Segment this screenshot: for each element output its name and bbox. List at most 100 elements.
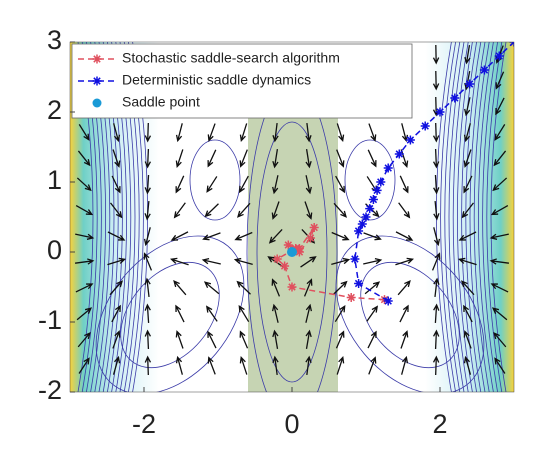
quiver-arrow: [272, 329, 279, 349]
point-marker: [280, 261, 290, 271]
quiver-arrow: [398, 202, 411, 219]
quiver-arrow: [401, 355, 409, 375]
quiver-arrow: [432, 122, 440, 143]
point-marker: [354, 279, 364, 288]
quiver-arrow: [305, 122, 312, 143]
quiver-arrow: [77, 150, 91, 167]
quiver-arrow: [400, 149, 409, 168]
quiver-arrow: [207, 356, 216, 375]
legend-box: [71, 43, 413, 119]
quiver-arrow: [204, 203, 219, 218]
quiver-arrow: [335, 175, 346, 194]
quiver-arrow: [112, 355, 121, 375]
quiver-arrow: [463, 123, 471, 143]
quiver-arrow: [75, 205, 94, 216]
point-marker: [357, 219, 367, 229]
quiver-arrow: [272, 175, 279, 195]
point-marker: [435, 107, 445, 117]
quiver-arrow: [463, 149, 472, 168]
y-tick-label: 1: [47, 165, 62, 195]
quiver-arrow: [271, 201, 280, 220]
quiver-arrow: [368, 123, 377, 142]
quiver-arrow: [300, 256, 317, 268]
quiver-arrow: [206, 176, 218, 193]
quiver-arrow: [144, 355, 152, 376]
quiver-arrow: [433, 174, 440, 195]
quiver-arrow: [201, 258, 221, 265]
contour-line: [465, 42, 482, 392]
quiver-arrow: [175, 330, 184, 349]
quiver-arrow: [107, 257, 127, 266]
contour-line: [490, 42, 507, 392]
quiver-arrow: [457, 257, 477, 266]
quiver-arrow: [144, 200, 151, 221]
quiver-arrow: [271, 278, 281, 297]
quiver-arrow: [238, 305, 250, 323]
quiver-arrow: [75, 283, 94, 293]
quiver-arrow: [400, 330, 409, 349]
quiver-arrow: [463, 330, 472, 349]
quiver-arrow: [432, 329, 440, 350]
quiver-arrow: [305, 303, 313, 323]
quiver-arrow: [112, 149, 121, 168]
quiver-arrow: [173, 280, 187, 296]
quiver-arrow: [490, 205, 509, 216]
legend-label: Saddle point: [122, 94, 200, 110]
quiver-arrow: [143, 227, 151, 247]
quiver-arrow: [272, 122, 279, 143]
quiver-arrow: [207, 123, 216, 142]
quiver-arrow: [109, 202, 123, 219]
point-marker: [372, 185, 382, 195]
quiver-arrow: [75, 233, 95, 240]
contour-line: [486, 42, 503, 392]
legend: Stochastic saddle-search algorithm Determ…: [71, 43, 413, 119]
quiver-arrow: [493, 150, 507, 167]
quiver-arrow: [78, 124, 90, 141]
quiver-arrow: [203, 281, 220, 295]
point-marker: [479, 65, 489, 75]
quiver-arrow: [367, 330, 377, 349]
quiver-arrow: [489, 233, 509, 240]
quiver-arrow: [237, 202, 251, 218]
quiver-arrow: [109, 280, 124, 296]
point-marker: [350, 254, 360, 264]
quiver-arrow: [491, 307, 508, 321]
x-tick-label: 0: [284, 409, 299, 439]
quiver-arrow: [367, 149, 377, 168]
quiver-arrow: [175, 355, 183, 375]
plot-marks: [272, 42, 514, 306]
quiver-arrow: [202, 232, 221, 241]
quiver-arrow: [144, 122, 152, 143]
quiver-arrow: [143, 252, 153, 271]
quiver-arrow: [464, 97, 471, 117]
quiver-arrow: [489, 258, 510, 265]
quiver-arrow: [205, 305, 218, 322]
quiver-arrow: [111, 304, 121, 323]
quiver-arrow: [366, 305, 379, 322]
contour-line: [478, 42, 494, 392]
quiver-arrow: [494, 357, 506, 374]
contour-line: [452, 42, 469, 392]
point-marker: [294, 244, 304, 253]
quiver-arrow: [239, 356, 248, 375]
quiver-arrow: [144, 303, 151, 324]
point-marker: [283, 240, 293, 250]
quiver-arrow: [399, 175, 409, 194]
quiver-arrow: [335, 330, 345, 349]
quiver-arrow: [239, 123, 248, 143]
quiver-arrow: [492, 177, 508, 192]
quiver-arrow: [111, 175, 121, 194]
point-marker: [354, 226, 364, 236]
contour-line: [444, 42, 461, 392]
quiver-arrow: [368, 356, 377, 375]
point-marker: [361, 212, 371, 222]
quiver-arrow: [236, 280, 251, 295]
quiver-arrow: [233, 257, 253, 265]
quiver-arrow: [305, 329, 312, 349]
point-marker: [365, 204, 375, 214]
quiver-arrow: [107, 231, 126, 241]
point-marker: [465, 79, 475, 89]
quiver-arrow: [495, 71, 505, 90]
legend-label: Deterministic saddle dynamics: [122, 72, 311, 88]
